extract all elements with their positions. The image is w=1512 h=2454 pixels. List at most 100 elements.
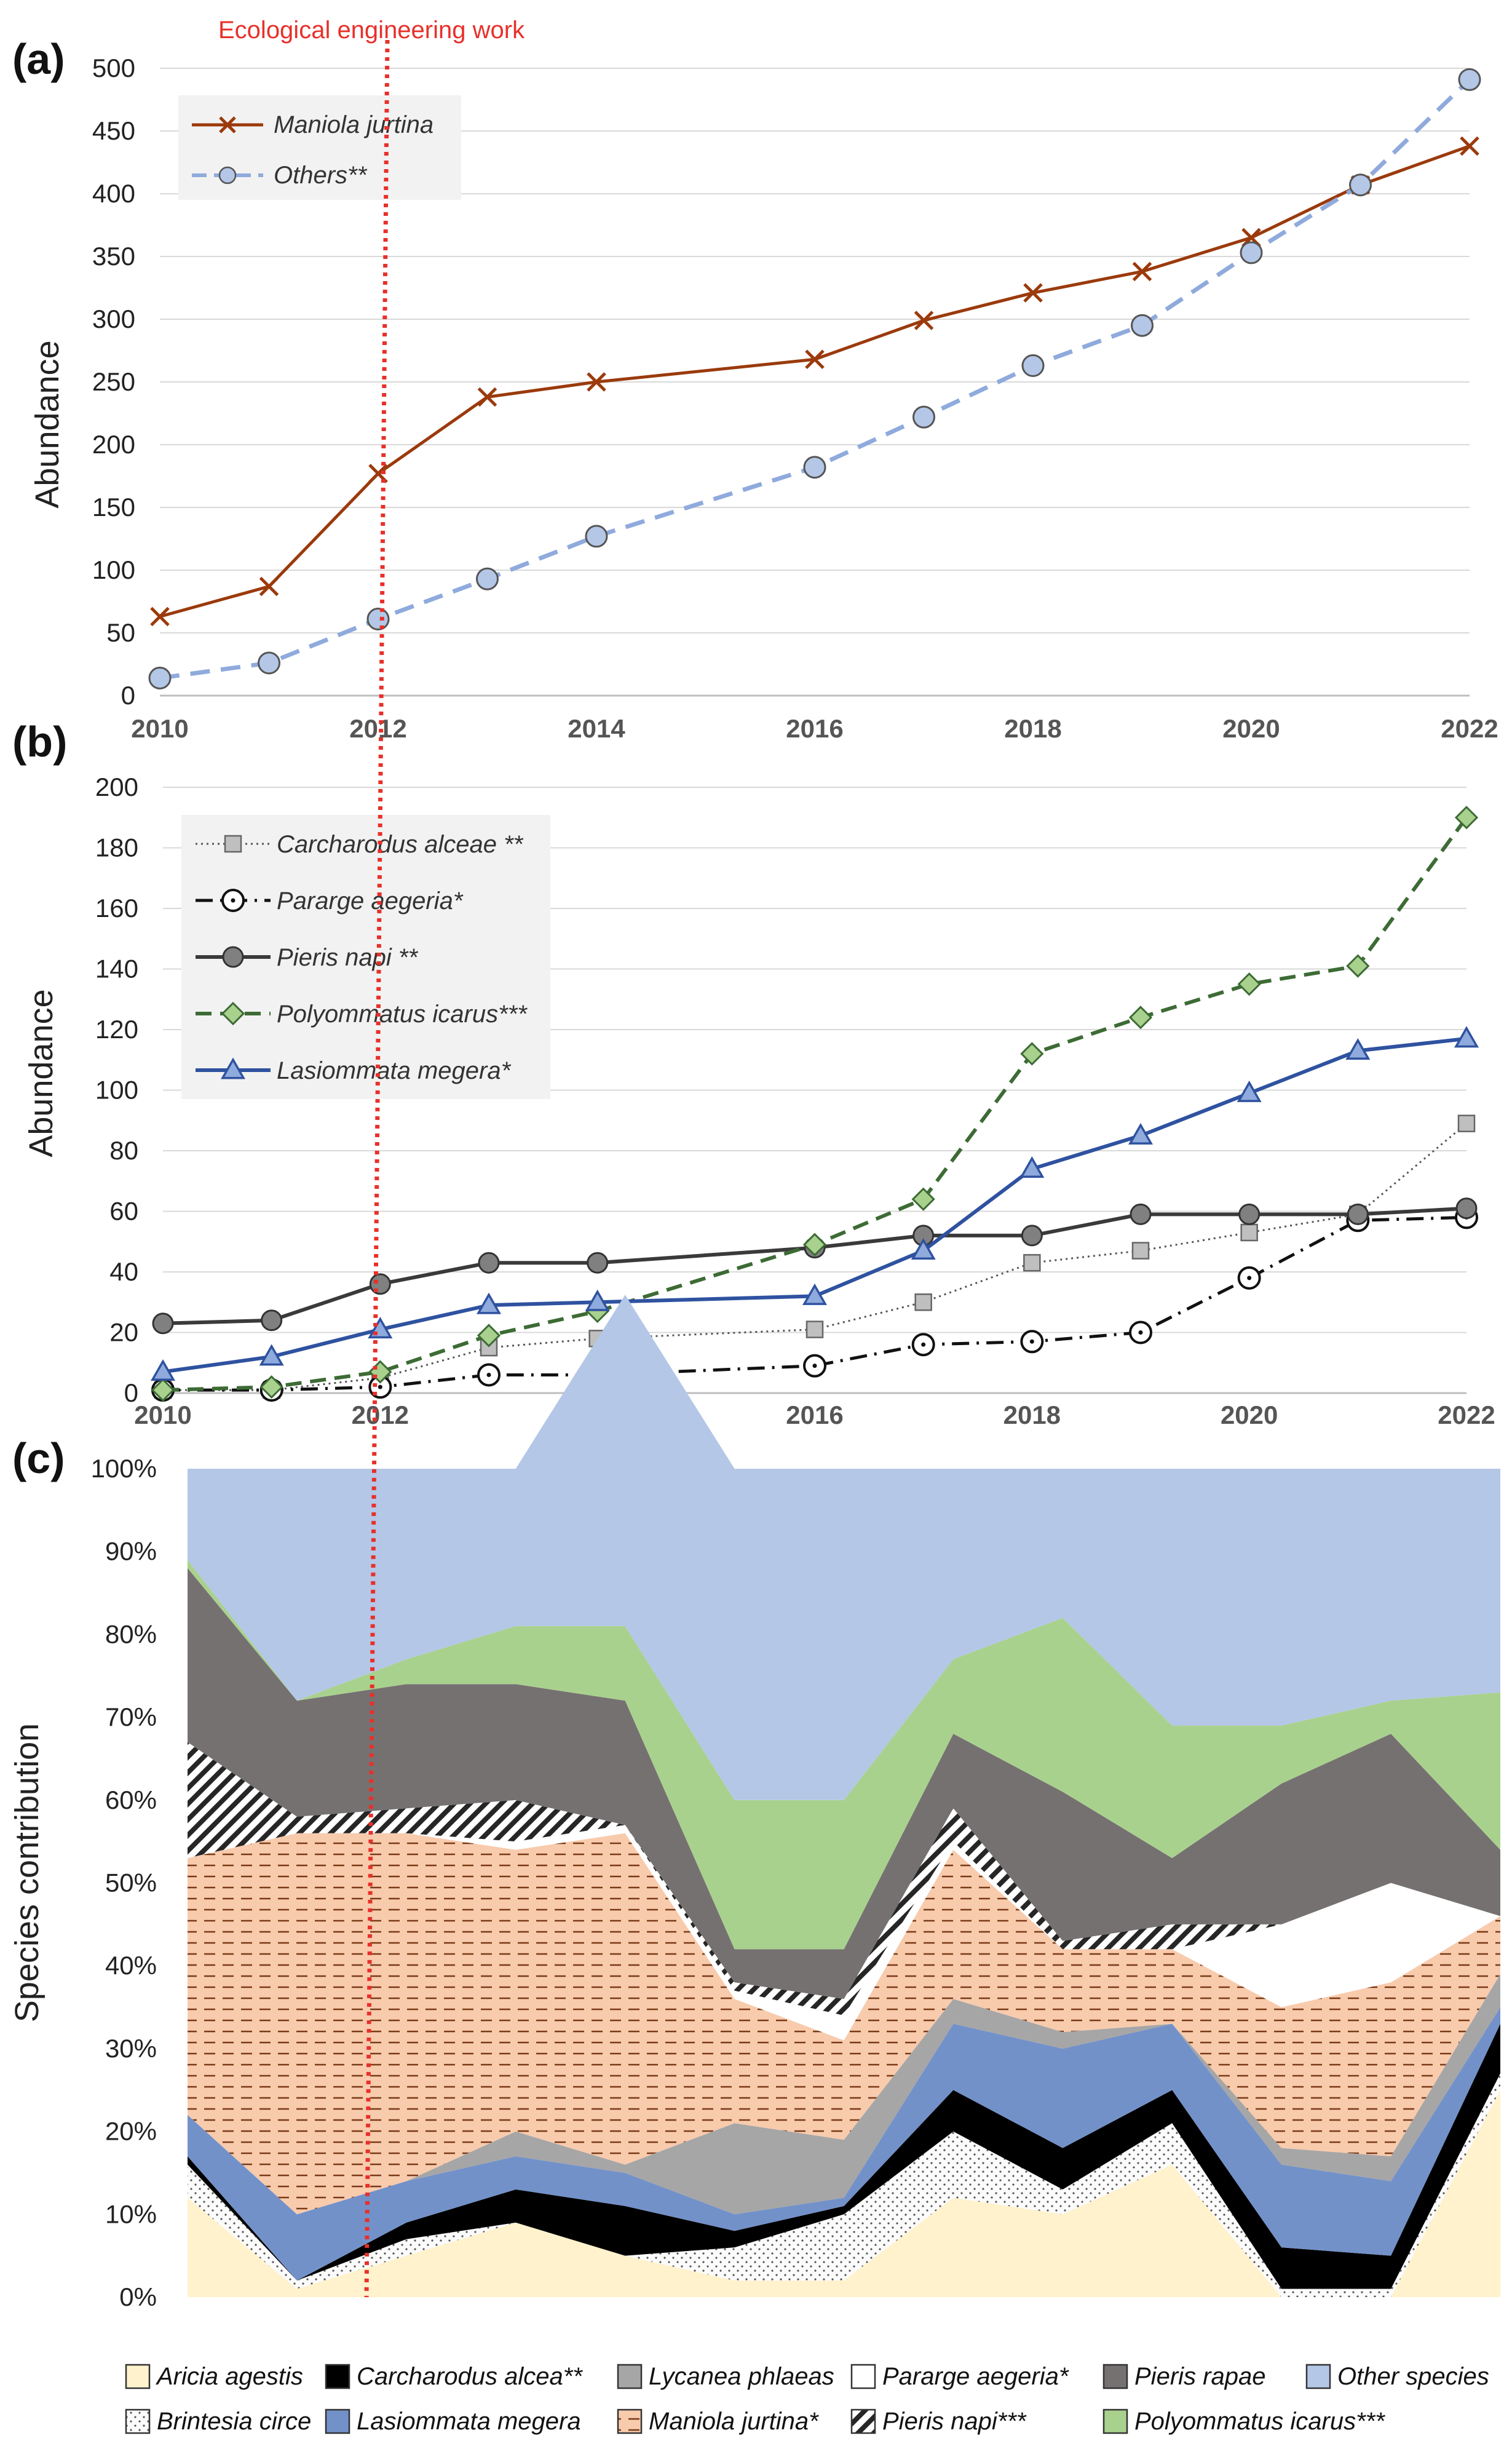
y-tick-label: 450 [92, 116, 135, 145]
panel-a-x-ticks: 2010 2012 2014 2016 2018 2020 2022 [131, 714, 1498, 743]
marker-dot [1247, 1276, 1252, 1281]
data-point-carcharodus-alceae [1131, 1242, 1150, 1260]
data-point-polyommatus-icarus [911, 1187, 935, 1211]
data-point-pieris-napi [1238, 1203, 1261, 1225]
marker-stroke [259, 576, 279, 597]
data-point-polyommatus-icarus [1020, 1042, 1044, 1066]
series-line-pieris-napi [162, 1206, 1467, 1325]
legend-label-lycanea-phlaeas: Lycanea phlaeas [649, 2363, 834, 2390]
engineering-marker: Ecological engineering work [218, 17, 525, 2298]
area-brintesia-circe [188, 2073, 1500, 2297]
data-point-pararge-aegeria [1237, 1266, 1261, 1290]
y-tick-label: 30% [105, 2034, 157, 2063]
data-point-others [585, 525, 608, 548]
x-tick-label: 2012 [352, 1400, 409, 1429]
data-point-pararge-aegeria [477, 1363, 501, 1387]
x-tick-label: 2018 [1003, 1400, 1061, 1429]
panel-b-label: (b) [12, 718, 67, 766]
y-tick-label: 70% [105, 1702, 157, 1731]
panel-a-grid [160, 68, 1470, 697]
y-tick-label: 50 [106, 618, 135, 647]
data-point-lasiommata-megera [911, 1237, 936, 1260]
data-point-lasiommata-megera [150, 1359, 176, 1381]
y-tick-label: 200 [92, 430, 135, 459]
data-point-others [148, 666, 172, 689]
series-line-others [159, 77, 1471, 680]
y-tick-label: 20 [109, 1318, 138, 1347]
x-tick-label: 2010 [134, 1400, 191, 1429]
marker-dot [1029, 1339, 1034, 1344]
legend-label-aricia-agestis: Aricia agestis [156, 2363, 303, 2390]
data-point-pieris-napi [261, 1309, 283, 1332]
area-polyommatus-icarus [188, 1560, 1500, 1950]
panel-a-series [148, 68, 1481, 689]
legend-label-pieris-napi: Pieris napi*** [882, 2408, 1027, 2435]
x-tick-label: 2014 [568, 714, 625, 743]
marker-dot [1138, 1330, 1143, 1335]
x-tick-label: 2018 [1004, 714, 1061, 743]
data-point-pieris-napi [1021, 1225, 1043, 1247]
data-point-pieris-napi [1455, 1197, 1478, 1220]
panel-b-legend: Carcharodus alceae ** Pararge aegeria* Pie… [181, 815, 550, 1099]
y-tick-label: 400 [92, 179, 135, 208]
marker-stroke [1023, 283, 1043, 303]
data-point-maniola-jurtina [1460, 136, 1479, 156]
legend-swatch-polyommatus-icarus [1102, 2408, 1128, 2434]
series-line-pararge-aegeria [163, 1215, 1467, 1392]
panel-c-y-ticks: 0% 10% 20% 30% 40% 50% 60% 70% 80% 90% 100% [91, 1454, 157, 2311]
y-tick-label: 40% [105, 1951, 157, 1980]
data-point-pieris-napi [587, 1252, 609, 1274]
panel-c-areas [188, 1295, 1500, 2297]
y-tick-label: 80% [105, 1619, 157, 1648]
data-point-polyommatus-icarus [1128, 1006, 1153, 1030]
data-point-carcharodus-alceae [1457, 1114, 1476, 1132]
data-point-pararge-aegeria [1129, 1320, 1152, 1344]
legend-label-others: Others** [274, 162, 368, 189]
data-point-maniola-jurtina [1023, 283, 1043, 303]
data-point-others [1240, 241, 1263, 264]
data-point-pieris-napi [478, 1252, 500, 1274]
data-point-pararge-aegeria [803, 1354, 826, 1378]
legend-swatch-pieris-rapae [1102, 2364, 1128, 2389]
data-point-pieris-napi [1347, 1203, 1369, 1225]
data-point-others [1131, 314, 1154, 337]
y-tick-label: 40 [109, 1257, 138, 1286]
y-tick-label: 60% [105, 1785, 157, 1814]
y-tick-label: 80 [109, 1136, 138, 1165]
data-point-pieris-napi [1130, 1203, 1152, 1225]
x-tick-label: 2010 [131, 714, 188, 743]
y-tick-label: 100 [95, 1076, 138, 1105]
y-tick-label: 100% [91, 1454, 157, 1483]
legend-swatch-carcharodus-alcea [325, 2364, 350, 2389]
panel-c-y-axis-label: Species contribution [9, 1723, 46, 2022]
data-point-lasiommata-megera [476, 1292, 502, 1314]
y-tick-label: 0 [124, 1378, 138, 1407]
legend-label-other-species: Other species [1337, 2363, 1489, 2390]
y-tick-label: 60 [109, 1197, 138, 1226]
data-point-others [1349, 173, 1372, 197]
data-point-pararge-aegeria [1020, 1330, 1044, 1354]
legend-label-lasiommata-megera: Lasiommata megera* [277, 1057, 512, 1084]
y-tick-label: 160 [95, 894, 138, 923]
panel-b-y-axis-label: Abundance [23, 989, 60, 1157]
data-point-polyommatus-icarus [802, 1233, 827, 1257]
marker-stroke [1460, 136, 1479, 156]
legend-label-maniola: Maniola jurtina [274, 111, 433, 138]
data-point-polyommatus-icarus [1454, 806, 1479, 830]
data-point-carcharodus-alceae [805, 1320, 824, 1338]
legend-label-maniola-jurtina: Maniola jurtina* [649, 2408, 819, 2435]
y-tick-label: 350 [92, 242, 135, 271]
data-point-others [1458, 68, 1481, 91]
data-point-carcharodus-alceae [914, 1293, 932, 1311]
series-line-lasiommata-megera [162, 1036, 1467, 1374]
data-point-lasiommata-megera [259, 1344, 284, 1366]
data-point-others [1021, 354, 1045, 377]
legend-label-lasiommata-megera: Lasiommata megera [357, 2408, 581, 2435]
panel-a-label: (a) [12, 35, 65, 83]
legend-marker-others [218, 166, 237, 185]
legend-marker-pararge-aegeria [221, 889, 245, 912]
legend-marker-lasiommata-megera [220, 1057, 246, 1079]
marker-stroke [150, 606, 170, 627]
